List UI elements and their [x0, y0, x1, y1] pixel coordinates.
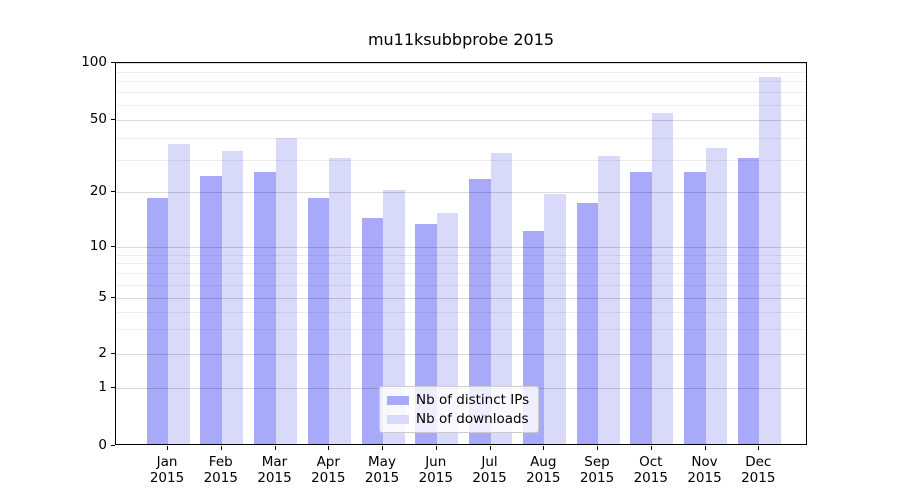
- legend-row-1: Nb of downloads: [387, 411, 529, 427]
- gridline-5: [116, 298, 806, 299]
- gridline-4: [116, 311, 806, 313]
- y-tick-label-100: 100: [81, 54, 107, 70]
- gridline-30: [116, 160, 806, 162]
- y-tick-100: [111, 62, 115, 63]
- gridline-70: [116, 92, 806, 94]
- x-tick-label-sep: Sep 2015: [579, 454, 615, 486]
- y-tick-label-2: 2: [98, 345, 107, 361]
- x-tick-label-feb: Feb 2015: [203, 454, 238, 486]
- x-tick-label-jul: Jul 2015: [472, 454, 507, 486]
- x-tick-label-jun: Jun 2015: [418, 454, 453, 486]
- gridline-100: [116, 63, 806, 64]
- gridline-2: [116, 354, 806, 355]
- x-tick-label-nov: Nov 2015: [687, 454, 722, 486]
- legend-label: Nb of downloads: [416, 411, 529, 427]
- legend-swatch-icon: [387, 395, 409, 405]
- x-tick-dec: [758, 446, 760, 450]
- bar-downloads-mar: [275, 137, 297, 444]
- y-tick-label-20: 20: [89, 182, 107, 199]
- bar-ips-jan: [146, 198, 168, 444]
- legend-swatch-icon: [387, 414, 409, 424]
- bar-downloads-aug: [544, 194, 566, 444]
- bar-downloads-oct: [651, 113, 674, 444]
- bar-ips-sep: [576, 202, 598, 444]
- bar-ips-dec: [737, 158, 760, 444]
- gridline-9: [116, 254, 806, 256]
- bar-downloads-jan: [168, 143, 190, 444]
- x-tick-jul: [489, 446, 491, 450]
- x-tick-may: [382, 446, 383, 450]
- y-tick-label-5: 5: [98, 289, 107, 305]
- x-tick-feb: [220, 446, 222, 450]
- gridline-60: [116, 104, 806, 106]
- x-tick-label-apr: Apr 2015: [311, 454, 346, 486]
- y-tick-label-50: 50: [89, 110, 107, 127]
- x-tick-aug: [543, 446, 545, 450]
- bar-downloads-feb: [221, 150, 244, 444]
- gridline-20: [116, 191, 806, 193]
- y-tick-0: [111, 445, 115, 446]
- bar-ips-apr: [307, 198, 330, 444]
- bar-ips-feb: [200, 175, 222, 444]
- bar-ips-oct: [630, 172, 652, 444]
- x-tick-jan: [167, 446, 168, 450]
- bar-downloads-dec: [759, 77, 781, 444]
- x-tick-label-oct: Oct 2015: [633, 454, 668, 486]
- legend-row-0: Nb of distinct IPs: [387, 392, 529, 408]
- x-tick-oct: [650, 446, 652, 450]
- x-tick-label-may: May 2015: [364, 454, 400, 486]
- bar-downloads-apr: [329, 158, 351, 444]
- y-tick-label-10: 10: [89, 237, 107, 254]
- gridline-80: [116, 81, 806, 83]
- bar-downloads-jul: [490, 153, 512, 444]
- gridline-8: [116, 263, 806, 265]
- y-tick-label-1: 1: [98, 379, 107, 395]
- bar-ips-mar: [254, 172, 276, 444]
- x-tick-label-dec: Dec 2015: [741, 454, 776, 486]
- gridline-40: [116, 137, 806, 139]
- gridline-90: [116, 71, 806, 73]
- legend-label: Nb of distinct IPs: [416, 392, 530, 408]
- gridline-10: [116, 246, 806, 248]
- x-tick-apr: [328, 446, 330, 450]
- y-tick-1: [111, 387, 115, 388]
- gridline-6: [116, 284, 806, 286]
- y-tick-10: [111, 245, 115, 247]
- x-tick-label-jan: Jan 2015: [149, 454, 185, 486]
- bar-ips-may: [361, 218, 383, 444]
- x-tick-label-mar: Mar 2015: [257, 454, 292, 486]
- chart-title: mu11ksubbprobe 2015: [367, 30, 555, 49]
- x-tick-sep: [597, 446, 598, 450]
- bar-downloads-may: [383, 190, 405, 444]
- x-tick-label-aug: Aug 2015: [526, 454, 561, 486]
- y-tick-2: [111, 353, 115, 354]
- plot-area: Nb of distinct IPs Nb of downloads: [115, 62, 807, 445]
- bar-downloads-sep: [598, 155, 620, 444]
- gridline-3: [116, 329, 806, 331]
- bar-downloads-nov: [705, 148, 727, 444]
- gridline-50: [116, 119, 806, 121]
- y-tick-20: [111, 190, 115, 192]
- y-tick-label-0: 0: [98, 437, 107, 453]
- legend: Nb of distinct IPs Nb of downloads: [379, 386, 540, 433]
- bar-ips-jul: [469, 179, 491, 444]
- y-tick-5: [111, 297, 115, 298]
- gridline-7: [116, 273, 806, 275]
- bar-ips-nov: [684, 172, 706, 444]
- x-tick-mar: [274, 446, 276, 450]
- x-tick-nov: [704, 446, 706, 450]
- y-tick-50: [111, 118, 115, 120]
- x-tick-jun: [435, 446, 437, 450]
